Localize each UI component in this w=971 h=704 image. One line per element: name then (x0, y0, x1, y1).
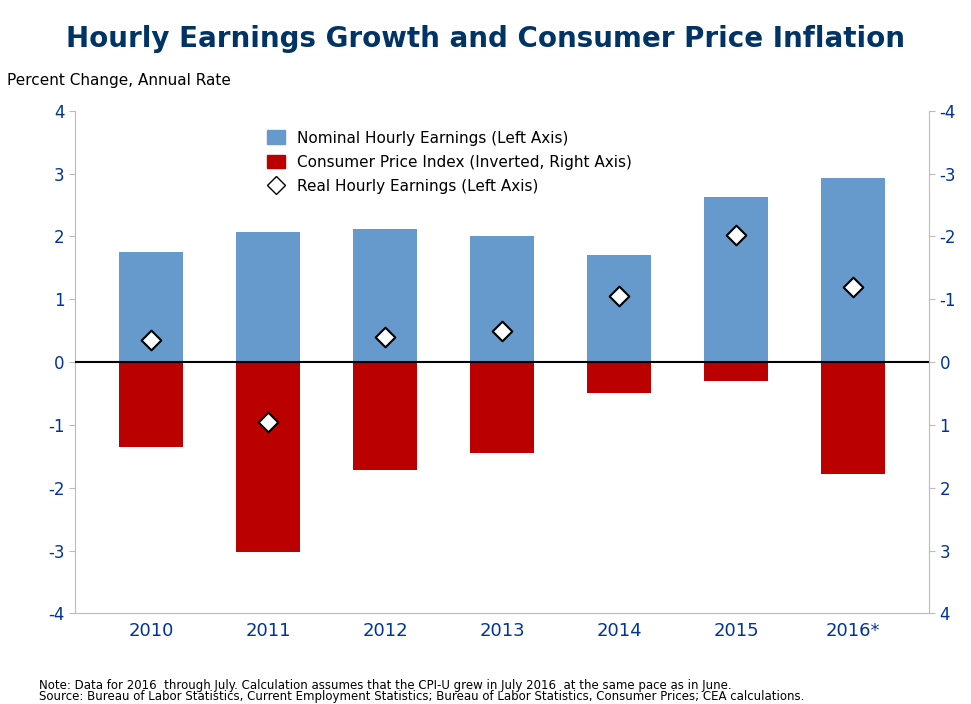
Bar (704, 362, 768, 381)
Bar (470, 237, 534, 362)
Bar (236, 362, 300, 552)
Bar (236, 232, 300, 362)
Bar (353, 362, 418, 470)
Point (494, 325, 510, 337)
Point (144, 334, 159, 346)
Bar (119, 252, 184, 362)
Text: Hourly Earnings Growth and Consumer Price Inflation: Hourly Earnings Growth and Consumer Pric… (66, 25, 905, 53)
Text: Percent Change, Annual Rate: Percent Change, Annual Rate (7, 73, 231, 88)
Legend: Nominal Hourly Earnings (Left Axis), Consumer Price Index (Inverted, Right Axis): Nominal Hourly Earnings (Left Axis), Con… (262, 126, 637, 199)
Bar (704, 197, 768, 362)
Bar (820, 178, 886, 362)
Point (846, 281, 861, 292)
Bar (586, 362, 652, 394)
Point (260, 416, 276, 427)
Point (728, 230, 744, 241)
Bar (119, 362, 184, 447)
Bar (586, 256, 652, 362)
Text: Note: Data for 2016  through July. Calculation assumes that the CPI-U grew in Ju: Note: Data for 2016 through July. Calcul… (39, 679, 731, 691)
Text: Source: Bureau of Labor Statistics, Current Employment Statistics; Bureau of Lab: Source: Bureau of Labor Statistics, Curr… (39, 691, 804, 703)
Bar (353, 229, 418, 362)
Point (378, 332, 393, 343)
Bar (470, 362, 534, 453)
Point (612, 291, 627, 302)
Bar (820, 362, 886, 474)
